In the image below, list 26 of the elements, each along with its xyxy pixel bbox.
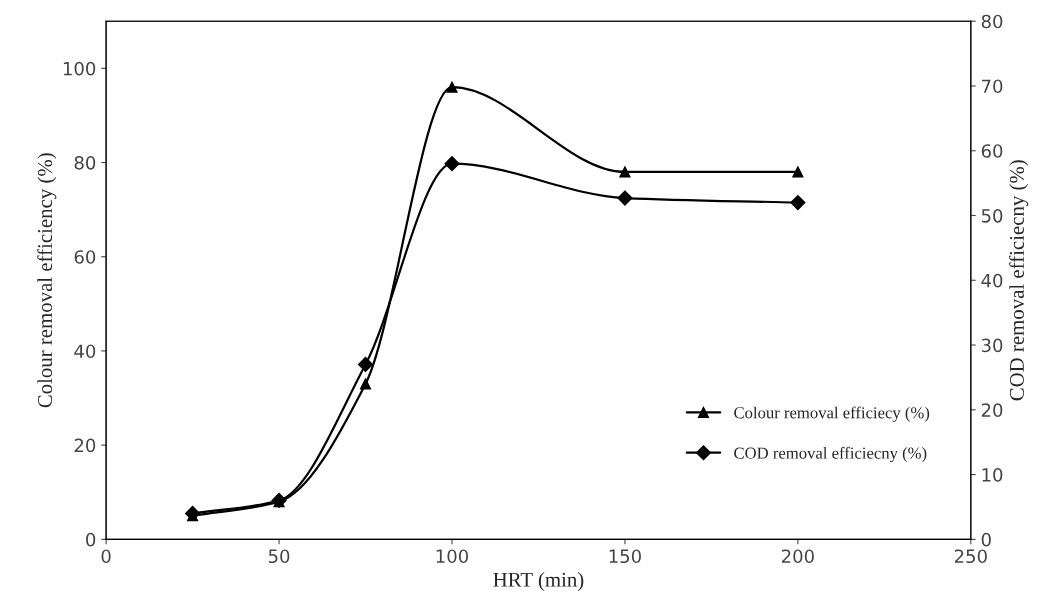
y-tick-label: 0 (86, 532, 96, 547)
y2-tick-label: 30 (981, 338, 1003, 353)
x-tick-label: 50 (268, 549, 290, 564)
x-tick-label: 0 (101, 549, 111, 564)
y2-tick-label: 60 (981, 144, 1003, 158)
y2-tick-label: 0 (981, 532, 991, 547)
y-tick-label: 20 (74, 438, 96, 453)
x-tick-label: 100 (436, 549, 469, 564)
x-tick-label: 200 (781, 549, 814, 564)
y2-tick-label: 50 (981, 208, 1003, 223)
legend-label: COD removal efficiecny (%) (734, 446, 927, 463)
y2-tick-label: 70 (982, 79, 1003, 94)
y2-tick-label: 40 (981, 273, 1003, 288)
x-tick-label: 150 (609, 549, 641, 564)
y2-tick-label: 10 (982, 468, 1003, 482)
legend-label: Colour removal efficiecy (%) (734, 406, 930, 422)
x-tick-label: 250 (954, 549, 987, 564)
y2-tick-label: 80 (981, 14, 1003, 29)
y2-tick-label: 20 (981, 403, 1003, 417)
y2-axis-title: COD removal efficiecny (%) (1009, 160, 1029, 401)
y-tick-label: 40 (74, 344, 96, 359)
y-tick-label: 80 (74, 155, 96, 170)
x-axis-title: HRT (min) (493, 572, 584, 591)
y-tick-label: 100 (63, 61, 96, 76)
y-axis-title: Colour removal efficiency (%) (37, 153, 57, 408)
y-tick-label: 60 (74, 250, 96, 264)
